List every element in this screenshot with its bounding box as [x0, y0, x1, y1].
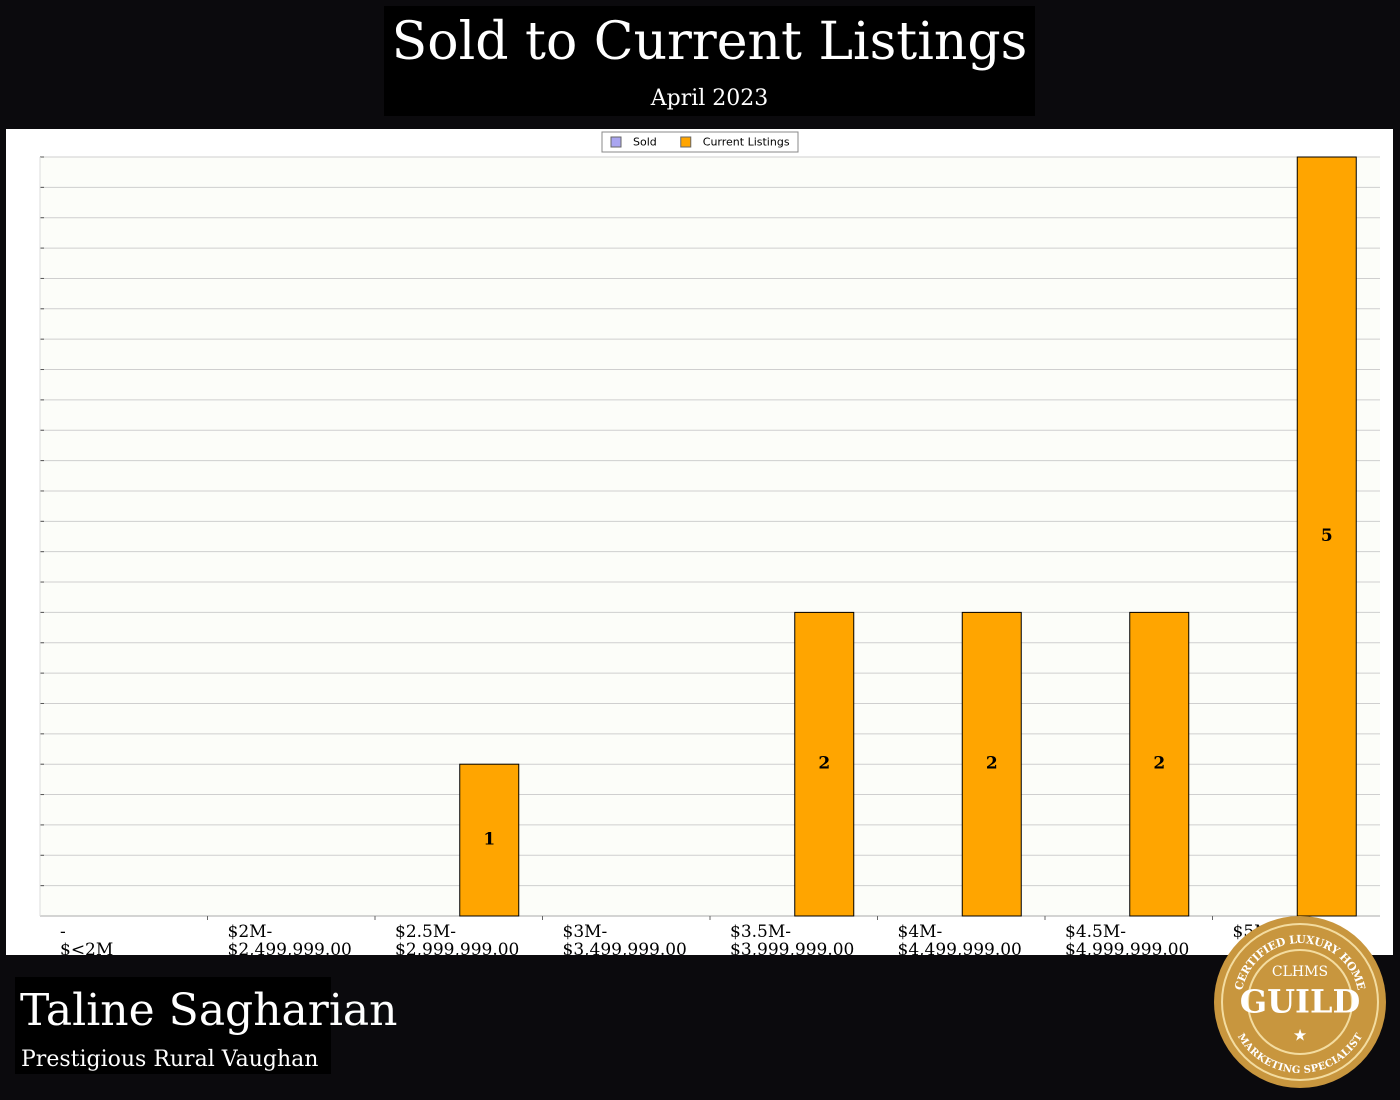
bar — [459, 763, 520, 917]
badge-star: ★ — [1293, 1028, 1307, 1045]
bar — [794, 611, 855, 917]
badge-word: GUILD — [1240, 983, 1360, 1021]
chart-area: 1 2 2 2 5 Sold Current Listings - $<2M $2M- $2,… — [6, 129, 1393, 955]
badge-ring — [1247, 949, 1353, 1055]
bar-value-label: 5 — [1321, 526, 1333, 546]
x-tick-label: $2.5M- $2,999,999.00 — [395, 922, 520, 955]
legend: Sold Current Listings — [601, 131, 799, 153]
x-tick-label: - $<2M — [60, 922, 114, 955]
x-tick-label: $4.5M- $4,999,999.00 — [1065, 922, 1190, 955]
x-tick-label: $4M- $4,499,999.00 — [897, 922, 1022, 955]
bar-value-label: 1 — [483, 830, 495, 850]
legend-label: Current Listings — [703, 136, 790, 149]
bar — [1296, 156, 1357, 917]
x-tick-label: $3.5M- $3,999,999.00 — [730, 922, 855, 955]
bar-value-label: 2 — [818, 754, 830, 774]
chart-title: Sold to Current Listings — [391, 12, 1028, 72]
bar-value-label: 2 — [1153, 754, 1165, 774]
x-tick-label: $3M- $3,499,999.00 — [562, 922, 687, 955]
badge-brand: CLHMS — [1272, 964, 1328, 980]
agent-name: Taline Sagharian — [20, 985, 398, 1036]
legend-swatch — [680, 136, 692, 148]
guild-badge: CERTIFIED LUXURY HOME MARKETING SPECIALI… — [1214, 916, 1386, 1088]
bar — [1129, 611, 1190, 917]
legend-box — [601, 131, 799, 153]
agent-box: Taline Sagharian Prestigious Rural Vaugh… — [15, 977, 397, 1074]
chart: 1 2 2 2 5 Sold Current Listings — [39, 131, 1380, 920]
bar — [961, 611, 1022, 917]
legend-swatch — [610, 136, 622, 148]
title-box: Sold to Current Listings April 2023 — [384, 6, 1035, 116]
agent-area: Prestigious Rural Vaughan — [21, 1047, 319, 1072]
legend-label: Sold — [633, 136, 657, 149]
badge-ring — [1221, 923, 1379, 1081]
badge-rim — [1214, 916, 1386, 1088]
x-tick-label: $2M- $2,499,999.00 — [227, 922, 352, 955]
chart-subtitle: April 2023 — [650, 86, 769, 111]
bar-value-label: 2 — [986, 754, 998, 774]
